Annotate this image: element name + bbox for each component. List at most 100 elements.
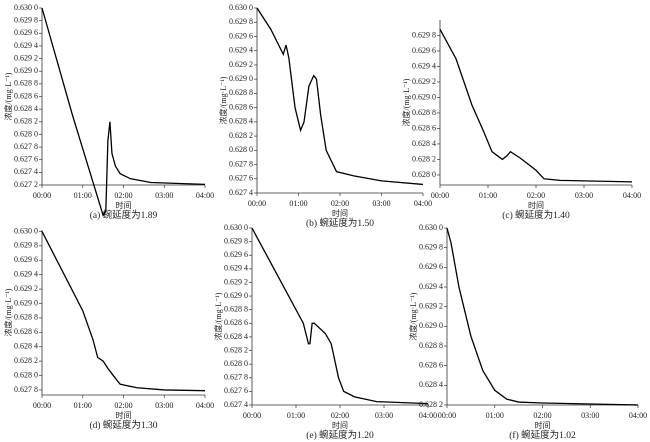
y-axis-label: 浓度/(mg·L⁻¹) (218, 76, 228, 124)
y-tick-label: 0.629 2 (229, 60, 253, 69)
caption: (f) 蜿延度为1.02 (509, 429, 576, 441)
x-tick-label: 03:00 (155, 401, 173, 410)
y-tick-label: 0.628 0 (14, 129, 38, 138)
y-axis-label: 浓度/(mg·L⁻¹) (401, 78, 411, 126)
y-tick-label: 0.629 8 (419, 242, 443, 251)
y-tick-label: 0.629 2 (419, 301, 443, 310)
x-tick-label: 04:00 (629, 411, 647, 420)
y-tick-label: 0.628 4 (412, 139, 436, 148)
y-tick-label: 0.628 4 (14, 104, 38, 113)
y-tick-label: 0.628 6 (419, 360, 443, 369)
y-tick-label: 0.628 6 (14, 91, 38, 100)
x-tick-label: 02:00 (114, 401, 132, 410)
x-tick-label: 04:00 (414, 199, 432, 208)
x-tick-label: 00:00 (33, 191, 51, 200)
y-tick-label: 0.629 4 (14, 270, 38, 279)
x-tick-label: 04:00 (196, 401, 214, 410)
y-tick-label: 0.628 6 (412, 123, 436, 132)
y-tick-label: 0.630 0 (14, 226, 38, 235)
panel: 0.630 0 0.629 8 0.629 6 0.629 4 0.629 2 0.629… (3, 226, 214, 431)
panel: 0.630 0 0.629 8 0.629 6 0.629 4 0.629 2 0.629… (218, 3, 432, 229)
y-axis-label: 浓度/(mg·L⁻¹) (408, 292, 418, 340)
y-tick-label: 0.627 4 (224, 400, 248, 409)
y-tick-label: 0.629 8 (412, 30, 436, 39)
x-tick-label: 02:00 (331, 411, 349, 420)
panel: 0.629 8 0.629 6 0.629 4 0.629 2 0.629 0 0.628… (401, 20, 641, 221)
y-tick-label: 0.628 0 (412, 170, 436, 179)
x-tick-label: 02:00 (114, 191, 132, 200)
x-tick-label: 02:00 (331, 199, 349, 208)
x-axis-label: 时间 (116, 200, 132, 210)
curve (446, 227, 639, 406)
y-tick-label: 0.628 8 (14, 313, 38, 322)
x-axis-label: 时间 (116, 410, 132, 420)
x-tick-label: 00:00 (438, 411, 456, 420)
x-tick-label: 01:00 (479, 191, 497, 200)
y-tick-label: 0.628 2 (412, 154, 436, 163)
x-tick-label: 03:00 (372, 199, 390, 208)
y-tick-label: 0.628 6 (14, 327, 38, 336)
curve (41, 231, 206, 392)
y-tick-label: 0.628 2 (14, 117, 38, 126)
x-tick-label: 04:00 (623, 191, 641, 200)
y-tick-label: 0.629 4 (14, 41, 38, 50)
y-tick-label: 0.629 6 (14, 255, 38, 264)
x-tick-label: 00:00 (33, 401, 51, 410)
y-tick-label: 0.629 6 (229, 31, 253, 40)
y-tick-label: 0.629 0 (14, 66, 38, 75)
curve (439, 28, 633, 183)
x-tick-label: 03:00 (575, 191, 593, 200)
caption: (b) 蜿延度为1.50 (306, 217, 374, 229)
y-tick-label: 0.629 0 (419, 321, 443, 330)
panel: 0.630 0 0.629 8 0.629 6 0.629 4 0.629 2 0.629… (213, 223, 437, 441)
y-tick-label: 0.629 2 (14, 53, 38, 62)
y-tick-label: 0.629 6 (14, 28, 38, 37)
y-tick-label: 0.629 2 (14, 284, 38, 293)
x-tick-label: 02:00 (527, 191, 545, 200)
panel: 0.630 0 0.629 8 0.629 6 0.629 4 0.629 2 0.629… (3, 3, 214, 221)
y-axis-label: 浓度/(mg·L⁻¹) (213, 292, 223, 340)
x-axis-label: 时间 (528, 200, 544, 210)
curve (256, 7, 424, 186)
y-axis-label: 浓度/(mg·L⁻¹) (3, 72, 13, 120)
y-tick-label: 0.629 0 (14, 298, 38, 307)
y-tick-label: 0.629 0 (412, 92, 436, 101)
y-tick-label: 0.628 0 (14, 370, 38, 379)
y-tick-label: 0.627 8 (229, 159, 253, 168)
y-tick-label: 0.628 4 (224, 332, 248, 341)
y-tick-label: 0.628 2 (419, 400, 443, 409)
y-tick-label: 0.627 8 (224, 373, 248, 382)
y-tick-label: 0.629 6 (224, 250, 248, 259)
y-tick-label: 0.629 8 (229, 17, 253, 26)
x-tick-label: 01:00 (486, 411, 504, 420)
y-axis-label: 浓度/(mg·L⁻¹) (3, 288, 13, 336)
x-tick-label: 04:00 (196, 191, 214, 200)
panel: 0.630 0 0.629 8 0.629 6 0.629 4 0.629 2 0.629… (408, 223, 647, 441)
y-tick-label: 0.627 6 (229, 174, 253, 183)
caption: (a) 蜿延度为1.89 (90, 209, 158, 221)
x-axis-label: 时间 (332, 208, 348, 218)
curve (41, 7, 206, 218)
y-tick-label: 0.630 0 (419, 223, 443, 232)
y-tick-label: 0.630 0 (224, 223, 248, 232)
caption: (c) 蜿延度为1.40 (502, 209, 570, 221)
y-tick-label: 0.628 8 (412, 108, 436, 117)
y-tick-label: 0.628 2 (14, 356, 38, 365)
y-tick-label: 0.629 4 (419, 282, 443, 291)
y-tick-label: 0.629 4 (412, 61, 436, 70)
x-tick-label: 01:00 (289, 199, 307, 208)
y-tick-label: 0.628 4 (419, 380, 443, 389)
y-tick-label: 0.628 6 (229, 102, 253, 111)
y-tick-label: 0.628 8 (224, 305, 248, 314)
x-tick-label: 00:00 (248, 199, 266, 208)
x-tick-label: 01:00 (74, 191, 92, 200)
y-tick-label: 0.629 4 (229, 46, 253, 55)
y-tick-label: 0.627 6 (224, 386, 248, 395)
y-tick-label: 0.629 2 (224, 277, 248, 286)
y-tick-label: 0.628 6 (224, 318, 248, 327)
caption: (d) 蜿延度为1.30 (89, 419, 157, 431)
y-tick-label: 0.630 0 (14, 3, 38, 12)
y-tick-label: 0.629 8 (14, 241, 38, 250)
x-tick-label: 03:00 (155, 191, 173, 200)
y-tick-label: 0.629 6 (412, 46, 436, 55)
